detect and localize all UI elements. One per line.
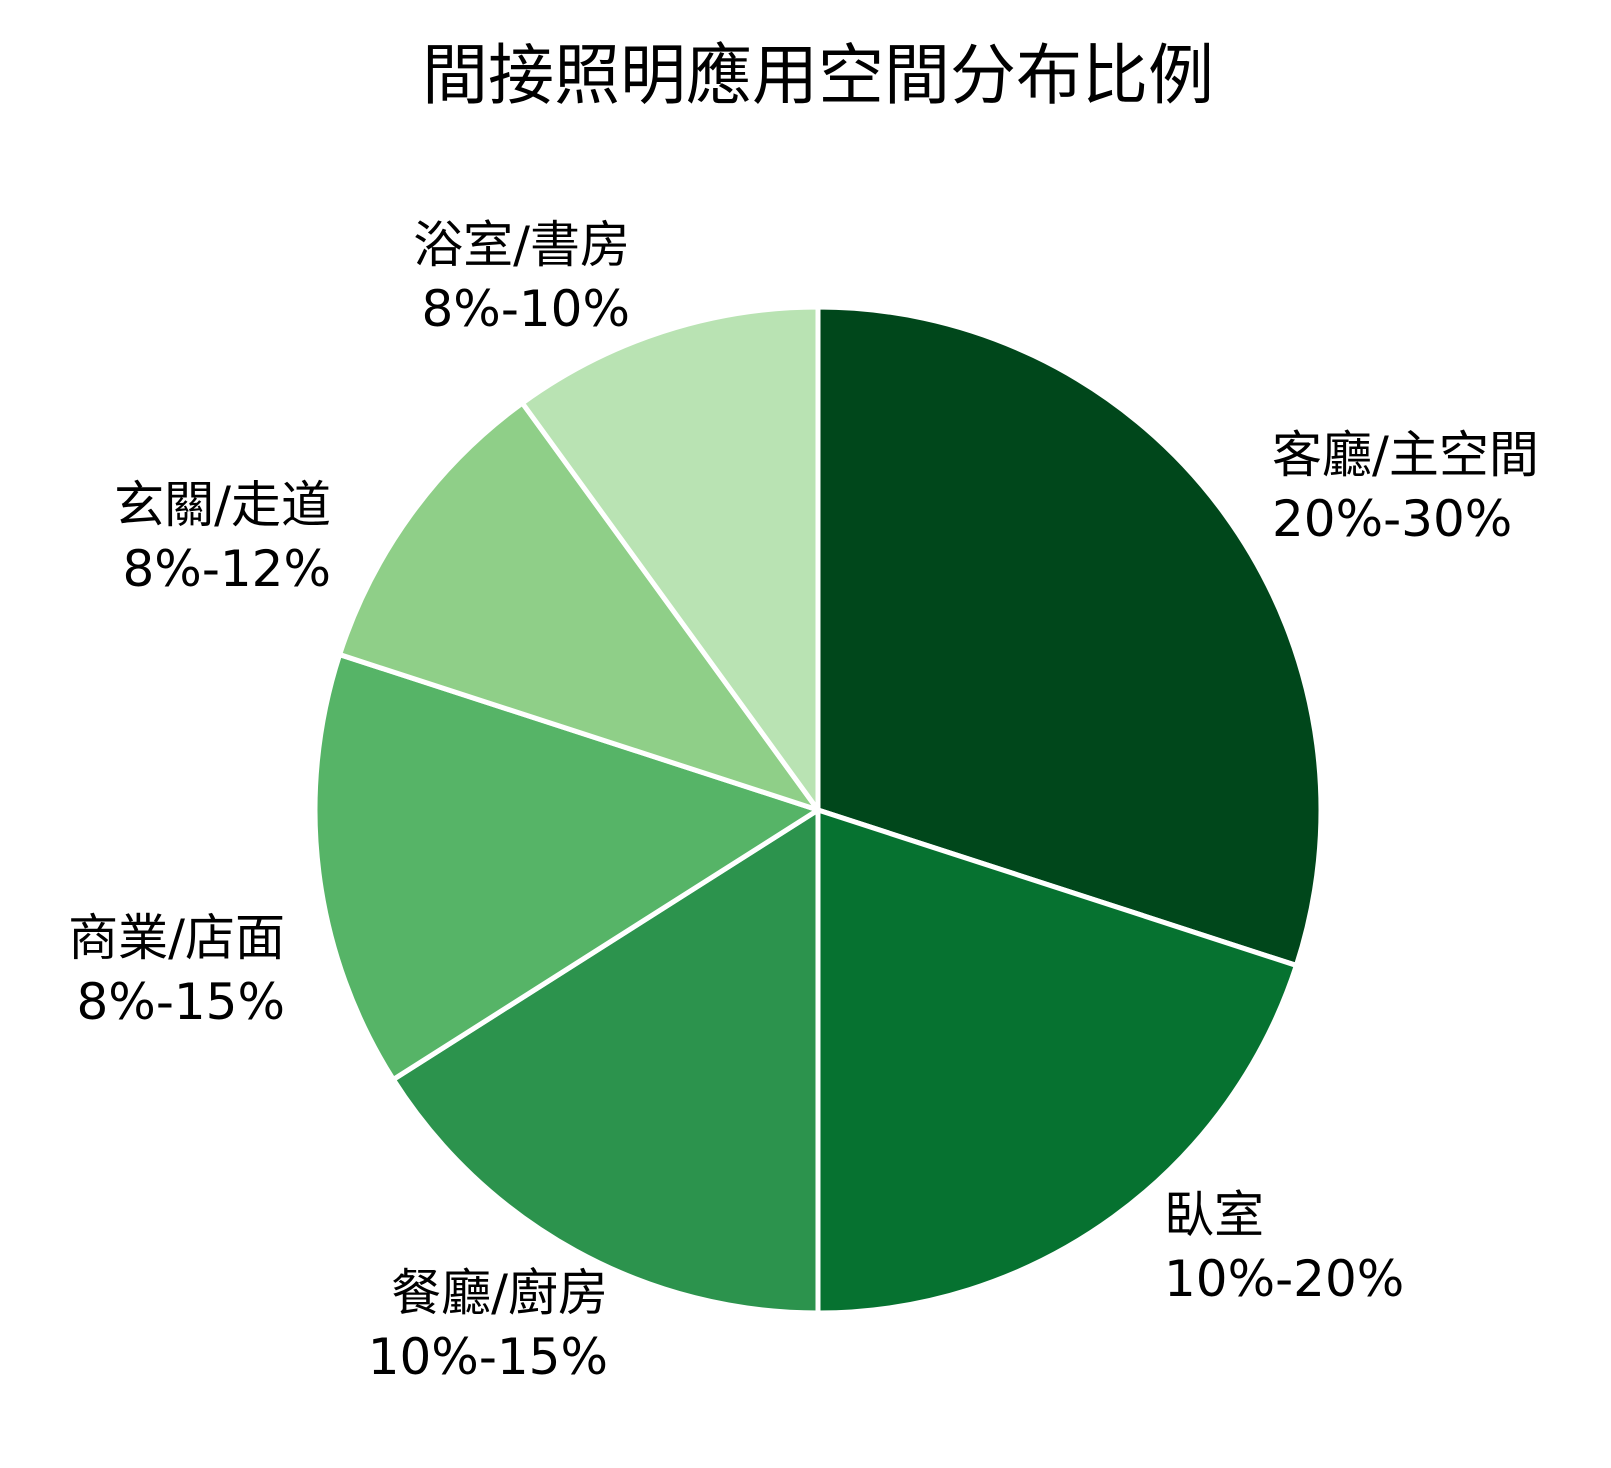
pie-slice-5 [337,400,821,813]
slice-value-3: 10%-15% [368,1328,608,1386]
pie-slice-1 [815,304,1324,968]
slice-label-5: 玄關/走道 [114,476,331,534]
slice-value-2: 10%-20% [1164,1250,1404,1308]
slice-value-4: 8%-15% [77,973,286,1031]
pie-slice-3 [390,807,821,1316]
pie-slice-2 [815,807,1299,1316]
pie-slice-6 [519,304,821,813]
slice-label-2: 臥室 [1164,1186,1264,1244]
slice-label-6: 浴室/書房 [413,216,630,274]
slice-label-3: 餐廳/廚房 [391,1264,608,1322]
slice-value-6: 8%-10% [422,280,631,338]
chart-title: 間接照明應用空間分布比例 [422,37,1214,114]
slice-label-1: 客廳/主空間 [1272,426,1539,484]
slice-value-5: 8%-12% [123,540,332,598]
slice-value-1: 20%-30% [1272,490,1512,548]
slice-label-4: 商業/店面 [68,909,285,967]
pie-slice-4 [312,652,821,1083]
pie-slices [312,304,1324,1316]
pie-labels: 客廳/主空間 20%-30% 臥室 10%-20% 餐廳/廚房 10%-15% 商業/店面 8… [68,216,1539,1386]
